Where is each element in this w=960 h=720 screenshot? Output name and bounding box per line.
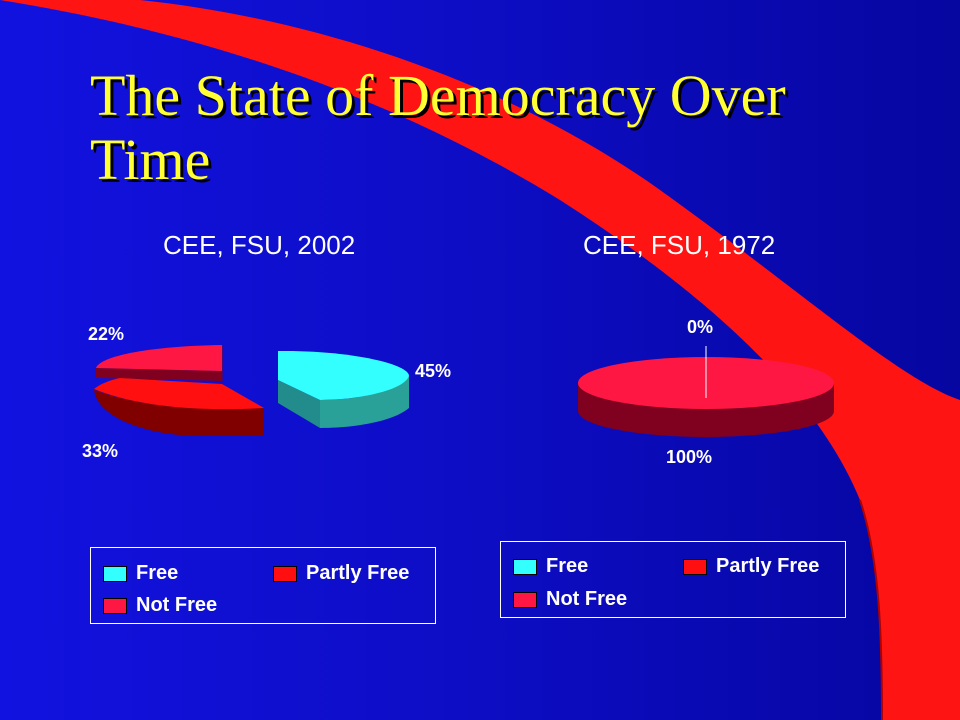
legend-2002: Free Partly Free Not Free <box>90 547 436 624</box>
legend-label-not-free: Not Free <box>136 594 218 616</box>
swatch-partly-free <box>683 558 707 575</box>
label-pct-0: 0% <box>687 317 713 337</box>
legend-item-not-free: Not Free <box>103 594 217 617</box>
swatch-not-free <box>513 591 537 608</box>
chart-1-title: CEE, FSU, 2002 <box>163 230 356 260</box>
legend-item-partly-free: Partly Free <box>273 562 409 585</box>
legend-label-not-free: Not Free <box>546 588 628 610</box>
legend-item-not-free: Not Free <box>513 588 627 611</box>
pie-slice-free <box>278 350 409 428</box>
swatch-free <box>513 558 537 575</box>
legend-label-free: Free <box>546 555 589 577</box>
slide-title: The State of Democracy Over Time <box>90 63 786 192</box>
pie-slice-not-free <box>96 345 223 381</box>
swatch-partly-free <box>273 565 297 582</box>
legend-label-free: Free <box>136 562 179 584</box>
legend-1972: Free Partly Free Not Free <box>500 541 846 618</box>
label-pct-100: 100% <box>666 447 712 467</box>
legend-item-free: Free <box>103 562 178 585</box>
chart-2-title: CEE, FSU, 1972 <box>583 230 776 260</box>
label-pct-22: 22% <box>88 324 124 344</box>
legend-label-partly-free: Partly Free <box>306 562 410 584</box>
legend-label-partly-free: Partly Free <box>716 555 820 577</box>
label-pct-45: 45% <box>415 361 451 381</box>
label-pct-33: 33% <box>82 441 118 461</box>
pie-slice-partly-free <box>94 378 264 437</box>
legend-item-free: Free <box>513 555 588 578</box>
legend-item-partly-free: Partly Free <box>683 555 819 578</box>
swatch-free <box>103 565 127 582</box>
swatch-not-free <box>103 597 127 614</box>
